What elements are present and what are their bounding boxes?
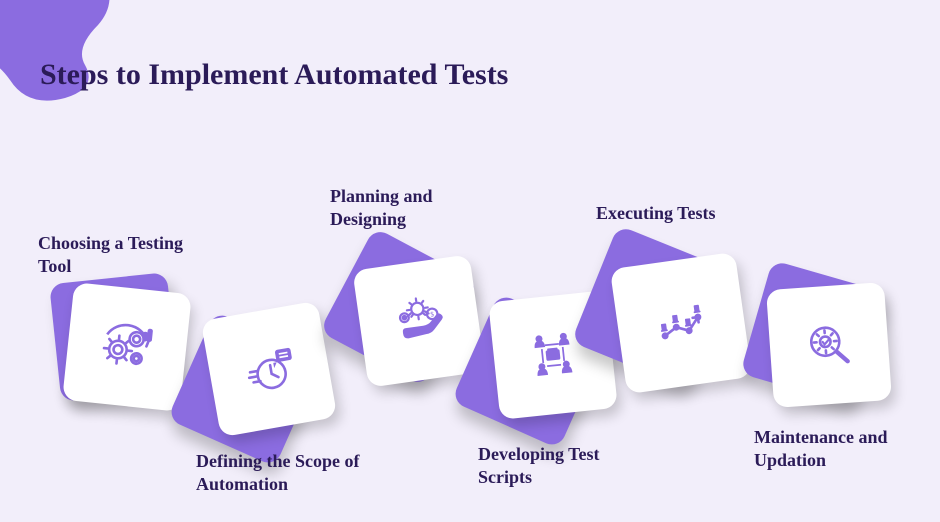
infographic-page: Steps to Implement Automated Tests Choos… [0, 0, 940, 522]
nodes-icon [649, 291, 712, 354]
step-label: Defining the Scope of Automation [196, 450, 376, 495]
tile-front [766, 282, 892, 408]
hand-icon: $ [387, 289, 450, 352]
tile-front [610, 252, 752, 394]
step-label: Maintenance and Updation [754, 426, 934, 471]
step-label: Executing Tests [596, 202, 776, 225]
gears-icon [96, 316, 158, 378]
step-label: Choosing a Testing Tool [38, 232, 218, 277]
step-label: Planning and Designing [330, 185, 490, 230]
tile-front [201, 301, 338, 438]
svg-text:$: $ [430, 310, 435, 318]
decorative-blob [0, 0, 140, 110]
tile-front [62, 282, 192, 412]
magnify-gear-icon [799, 315, 859, 375]
step-label: Developing Test Scripts [478, 443, 648, 488]
clock-icon [237, 337, 302, 402]
page-title: Steps to Implement Automated Tests [40, 58, 508, 92]
